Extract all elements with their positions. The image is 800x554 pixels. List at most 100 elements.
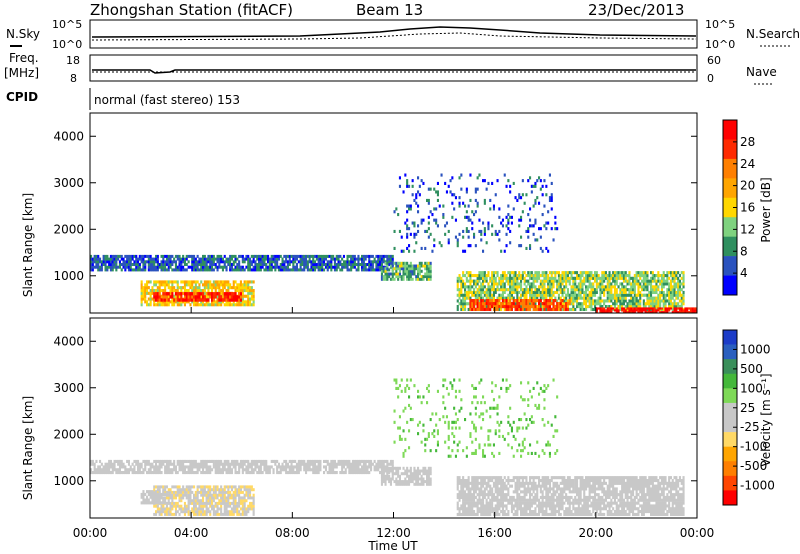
data-cell xyxy=(225,260,228,264)
data-cell xyxy=(357,260,360,264)
data-cell xyxy=(216,303,219,307)
data-cell xyxy=(469,271,472,275)
data-cell xyxy=(182,468,185,472)
data-cell xyxy=(678,307,681,310)
data-cell xyxy=(550,276,553,280)
data-cell xyxy=(406,474,409,478)
data-cell xyxy=(586,296,589,300)
data-cell xyxy=(189,488,192,492)
data-cell xyxy=(424,275,427,279)
data-cell xyxy=(563,296,566,300)
data-cell xyxy=(413,272,416,276)
data-cell xyxy=(644,271,647,275)
data-cell xyxy=(149,268,152,272)
data-cell xyxy=(566,293,569,297)
data-cell xyxy=(183,501,186,505)
data-cell xyxy=(256,257,259,261)
data-cell xyxy=(458,279,461,283)
data-cell xyxy=(426,437,429,441)
data-cell xyxy=(182,291,185,295)
data-cell xyxy=(176,490,179,494)
data-cell xyxy=(180,488,183,492)
data-cell xyxy=(93,257,96,261)
data-cell xyxy=(556,227,559,231)
data-cell xyxy=(232,283,235,287)
data-cell xyxy=(249,263,252,266)
data-cell xyxy=(691,307,694,310)
data-cell xyxy=(236,510,239,514)
data-cell xyxy=(521,288,524,292)
data-cell xyxy=(191,292,194,296)
data-cell xyxy=(595,290,598,294)
data-cell xyxy=(353,462,356,466)
data-cell xyxy=(487,299,490,303)
data-cell xyxy=(288,468,291,472)
data-cell xyxy=(527,213,530,217)
data-cell xyxy=(534,276,537,280)
data-cell xyxy=(156,485,159,489)
data-cell xyxy=(178,459,181,463)
data-cell xyxy=(606,274,609,278)
data-cell xyxy=(216,485,219,489)
data-cell xyxy=(539,279,542,283)
data-cell xyxy=(559,304,562,309)
data-cell xyxy=(212,254,215,258)
data-cell xyxy=(361,468,364,472)
data-cell xyxy=(221,289,224,293)
data-cell xyxy=(193,507,196,511)
data-cell xyxy=(491,279,494,283)
data-cell xyxy=(241,499,244,503)
data-cell xyxy=(270,265,273,269)
data-cell xyxy=(563,290,566,294)
data-cell xyxy=(460,173,463,177)
data-cell xyxy=(456,244,459,248)
data-cell xyxy=(469,279,472,283)
data-cell xyxy=(622,296,625,300)
data-cell xyxy=(603,288,606,292)
data-cell xyxy=(471,302,474,306)
data-cell xyxy=(261,459,264,463)
data-cell xyxy=(243,283,246,287)
data-cell xyxy=(193,265,196,269)
data-cell xyxy=(659,274,662,278)
data-cell xyxy=(155,265,158,269)
data-cell xyxy=(193,260,196,264)
data-cell xyxy=(659,296,662,300)
data-cell xyxy=(239,499,242,503)
data-cell xyxy=(357,265,360,269)
data-cell xyxy=(198,295,201,299)
data-cell xyxy=(482,179,485,183)
data-cell xyxy=(673,299,676,303)
data-cell xyxy=(158,462,161,466)
data-cell xyxy=(655,299,658,303)
data-cell xyxy=(214,504,217,508)
data-cell xyxy=(666,311,669,314)
data-cell xyxy=(236,265,239,269)
data-cell xyxy=(408,395,411,399)
data-cell xyxy=(413,198,416,202)
data-cell xyxy=(617,311,620,314)
data-cell xyxy=(146,459,149,463)
noise-panel xyxy=(89,19,698,49)
data-cell xyxy=(501,224,504,228)
data-cell xyxy=(93,468,96,472)
data-cell xyxy=(449,190,452,194)
data-cell xyxy=(402,466,405,470)
data-cell xyxy=(227,260,230,264)
data-cell xyxy=(550,193,553,197)
data-cell xyxy=(115,471,118,475)
data-cell xyxy=(221,300,224,304)
data-cell xyxy=(505,296,508,300)
data-cell xyxy=(155,462,158,466)
data-cell xyxy=(203,471,206,475)
data-cell xyxy=(619,307,622,311)
data-cell xyxy=(292,465,295,469)
data-cell xyxy=(91,260,94,264)
data-cell xyxy=(202,512,205,516)
data-cell xyxy=(402,454,405,458)
data-cell xyxy=(418,272,421,276)
data-cell xyxy=(590,293,593,297)
data-cell xyxy=(165,485,168,489)
data-cell xyxy=(227,471,230,475)
data-cell xyxy=(426,269,429,273)
